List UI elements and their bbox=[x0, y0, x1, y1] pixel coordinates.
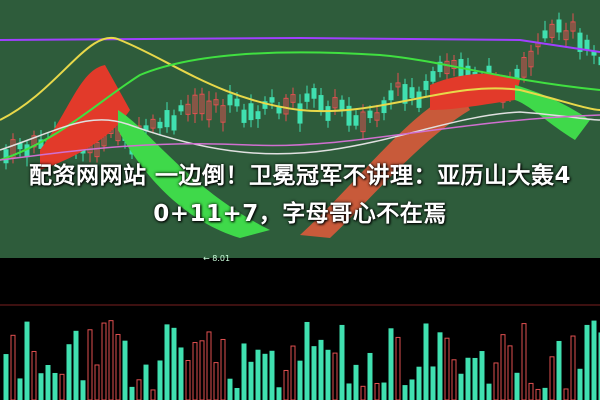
headline-line-1: 配资网网站 一边倒！卫冕冠军不讲理：亚历山大轰4 bbox=[28, 163, 571, 189]
volume-bar bbox=[486, 383, 492, 400]
volume-bar bbox=[388, 328, 394, 400]
volume-bar bbox=[353, 364, 359, 400]
volume-bar bbox=[430, 366, 436, 400]
volume-bar bbox=[591, 320, 597, 400]
bear-band-right bbox=[515, 85, 590, 140]
volume-bar bbox=[227, 378, 233, 400]
volume-bar bbox=[143, 364, 149, 400]
volume-bar bbox=[542, 387, 548, 400]
volume-bar bbox=[115, 333, 121, 400]
volume-bar bbox=[402, 385, 408, 400]
volume-bar bbox=[241, 343, 247, 400]
volume-bar bbox=[24, 321, 30, 400]
volume-bar bbox=[367, 352, 373, 400]
bear-band-left bbox=[118, 110, 270, 238]
volume-bar bbox=[514, 372, 520, 400]
volume-bar bbox=[87, 329, 93, 400]
volume-bar bbox=[381, 382, 387, 400]
volume-bar bbox=[80, 380, 86, 400]
volume-bar bbox=[423, 323, 429, 400]
volume-bar bbox=[409, 379, 415, 400]
volume-bar bbox=[339, 324, 345, 400]
volume-bar bbox=[444, 337, 450, 400]
volume-bar bbox=[185, 359, 191, 400]
volume-bar bbox=[563, 388, 569, 400]
volume-bar bbox=[437, 332, 443, 400]
purple-line bbox=[0, 36, 600, 53]
volume-bar bbox=[52, 372, 58, 400]
volume-bar bbox=[213, 362, 219, 400]
bull-band-right bbox=[430, 73, 520, 110]
volume-bar bbox=[584, 324, 590, 400]
volume-bar bbox=[472, 357, 478, 400]
headline-line-2: 0+11+7，字母哥心不在焉 bbox=[153, 201, 447, 227]
volume-bar bbox=[311, 346, 317, 400]
volume-bar bbox=[283, 369, 289, 400]
volume-bar bbox=[129, 386, 135, 400]
volume-bar bbox=[479, 351, 485, 400]
volume-bar bbox=[38, 373, 44, 400]
volume-bar bbox=[276, 387, 282, 400]
volume-bar bbox=[332, 352, 338, 400]
white-line bbox=[0, 111, 600, 155]
bull-band-middle bbox=[300, 90, 470, 238]
volume-bar bbox=[360, 385, 366, 400]
volume-bar bbox=[171, 327, 177, 400]
price-annotation: ← 8.01 bbox=[203, 254, 231, 263]
volume-bar bbox=[164, 324, 170, 400]
volume-bar bbox=[318, 339, 324, 400]
volume-bar bbox=[269, 350, 275, 400]
volume-bar bbox=[108, 320, 114, 400]
volume-bar bbox=[290, 345, 296, 400]
volume-bar bbox=[45, 364, 51, 400]
volume-bar bbox=[556, 340, 562, 400]
volume-bar bbox=[206, 331, 212, 400]
volume-bar bbox=[234, 387, 240, 400]
pink-line bbox=[0, 114, 600, 161]
volume-bar bbox=[59, 373, 65, 400]
volume-bar bbox=[192, 342, 198, 400]
volume-bar bbox=[178, 347, 184, 400]
volume-bar bbox=[500, 334, 506, 400]
volume-bar bbox=[416, 366, 422, 400]
volume-bar bbox=[297, 360, 303, 400]
volume-bar bbox=[493, 362, 499, 400]
volume-bar bbox=[325, 349, 331, 400]
volume-bar bbox=[248, 361, 254, 400]
volume-bar bbox=[570, 335, 576, 400]
volume-bar bbox=[507, 345, 513, 400]
volume-bar bbox=[157, 360, 163, 400]
volume-bar bbox=[549, 356, 555, 400]
volume-bar bbox=[458, 373, 464, 400]
volume-bar bbox=[73, 330, 79, 400]
bull-band-left bbox=[40, 65, 130, 170]
volume-bar bbox=[521, 323, 527, 400]
volume-bar bbox=[262, 353, 268, 400]
volume-bar bbox=[304, 321, 310, 400]
volume-bar bbox=[17, 378, 23, 400]
volume-bar bbox=[255, 349, 261, 400]
volume-bars bbox=[3, 320, 600, 400]
yellow-line bbox=[0, 36, 600, 121]
green-line bbox=[0, 51, 600, 161]
volume-bar bbox=[66, 344, 72, 400]
volume-bar bbox=[577, 368, 583, 400]
volume-bar bbox=[465, 357, 471, 400]
volume-bar bbox=[220, 338, 226, 400]
volume-bar bbox=[3, 354, 9, 400]
volume-bar bbox=[122, 340, 128, 400]
volume-bar bbox=[199, 340, 205, 400]
volume-bar bbox=[346, 383, 352, 400]
